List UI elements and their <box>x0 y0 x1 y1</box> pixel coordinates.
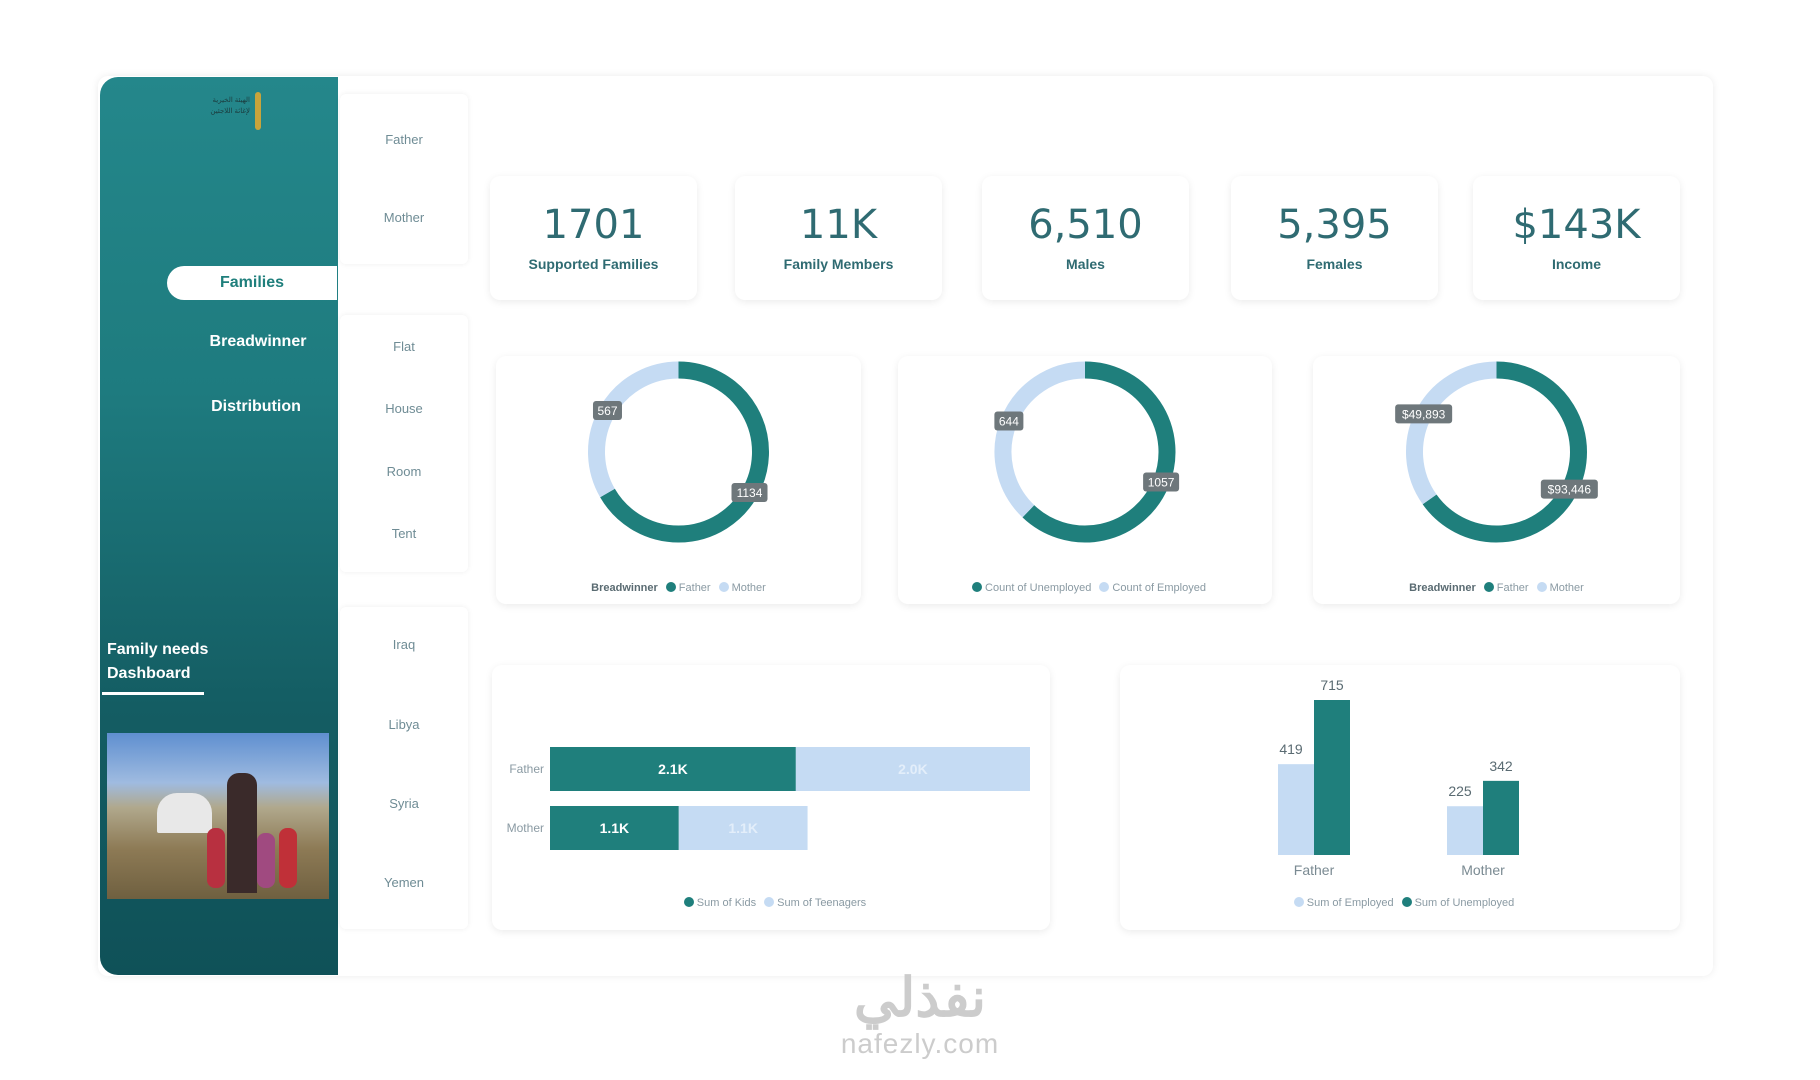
kpi-card: $143K Income <box>1473 176 1680 300</box>
kpi-card: 11K Family Members <box>735 176 942 300</box>
donut-chart: $93,446 $49,893 <box>1395 361 1598 543</box>
family-photo <box>107 733 329 899</box>
filter-tent[interactable]: Tent <box>391 526 417 541</box>
svg-text:644: 644 <box>999 414 1019 428</box>
filter-yemen[interactable]: Yemen <box>384 875 424 890</box>
donut-card: 1134 567 Breadwinner Father Mother <box>496 356 861 604</box>
svg-text:1057: 1057 <box>1148 476 1175 490</box>
column-sum-of-employed[interactable] <box>1278 764 1314 855</box>
bar-data-label: 2.0K <box>898 761 928 777</box>
bar-sum-of-teenagers[interactable] <box>795 747 1030 791</box>
bar-data-label: 2.1K <box>658 761 688 777</box>
kpi-value: 1701 <box>542 202 645 248</box>
category-label: Mother <box>507 821 544 835</box>
filter-house[interactable]: House <box>385 401 423 416</box>
vbar-legend: Sum of Employed Sum of Unemployed <box>1120 897 1680 909</box>
bar-data-label: 1.1K <box>600 820 630 836</box>
donut-slice-0[interactable] <box>1422 361 1587 543</box>
housing-filter: Flat House Room Tent <box>340 315 468 572</box>
kpi-label: Females <box>1306 256 1363 272</box>
kpi-value: 5,395 <box>1277 202 1392 248</box>
column-data-label: 342 <box>1489 758 1513 774</box>
kpi-value: 11K <box>799 202 878 248</box>
donut-legend: Count of Unemployed Count of Employed <box>898 582 1272 594</box>
logo-figure-icon <box>255 92 261 130</box>
kpi-card: 1701 Supported Families <box>490 176 697 300</box>
kpi-label: Males <box>1066 256 1105 272</box>
donut-slice-1[interactable] <box>588 361 679 498</box>
column-sum-of-unemployed[interactable] <box>1314 700 1350 855</box>
filter-father[interactable]: Father <box>385 132 423 147</box>
nav-breadwinner[interactable]: Breadwinner <box>209 333 307 350</box>
breadwinner-filter: Father Mother <box>340 94 468 264</box>
column-sum-of-employed[interactable] <box>1447 806 1483 855</box>
title-underline <box>102 692 204 695</box>
vbar-svg: 419 715 Father 225 342 Mother <box>1278 677 1519 878</box>
kpi-card: 5,395 Females <box>1231 176 1438 300</box>
donut-slice-1[interactable] <box>1406 361 1497 505</box>
logo: الهيئة الخيرية لإغاثة اللاجئين <box>170 90 270 134</box>
kpi-label: Family Members <box>783 256 894 272</box>
donut-data-label: $93,446 <box>1540 479 1598 499</box>
hbar-legend: Sum of Kids Sum of Teenagers <box>492 897 1050 909</box>
donut-card: 1057 644 Count of Unemployed Count of Emplo… <box>898 356 1272 604</box>
filter-libya[interactable]: Libya <box>388 717 420 732</box>
donut-card: $93,446 $49,893 Breadwinner Father Mother <box>1313 356 1680 604</box>
hbar-svg: Father 2.1K 2.0K Mother 1.1K 1.1K <box>507 747 1030 850</box>
svg-text:567: 567 <box>597 404 617 418</box>
nav-families[interactable]: Families <box>167 266 337 300</box>
kpi-value: $143K <box>1512 202 1641 248</box>
employment-column-chart: 419 715 Father 225 342 Mother Sum of Employed… <box>1120 665 1680 930</box>
filter-flat[interactable]: Flat <box>393 339 415 354</box>
column-data-label: 419 <box>1279 741 1303 757</box>
svg-text:1134: 1134 <box>737 486 763 500</box>
filter-mother[interactable]: Mother <box>383 210 425 225</box>
donut-legend: Breadwinner Father Mother <box>591 582 766 594</box>
country-filter: Iraq Libya Syria Yemen <box>340 607 468 929</box>
column-data-label: 715 <box>1320 677 1344 693</box>
dashboard-title: Family needs Dashboard <box>107 641 209 682</box>
filter-iraq[interactable]: Iraq <box>392 637 416 652</box>
filter-room[interactable]: Room <box>386 464 422 479</box>
kids-teenagers-bar-chart: Father 2.1K 2.0K Mother 1.1K 1.1K Sum of Kids… <box>492 665 1050 930</box>
donut-chart: 1057 644 <box>994 361 1180 543</box>
kpi-value: 6,510 <box>1028 202 1143 248</box>
kpi-card: 6,510 Males <box>982 176 1189 300</box>
svg-text:$49,893: $49,893 <box>1402 407 1446 421</box>
column-sum-of-unemployed[interactable] <box>1483 780 1519 855</box>
donut-data-label: 567 <box>592 401 622 420</box>
donut-data-label: 644 <box>994 411 1024 431</box>
filter-syria[interactable]: Syria <box>389 796 419 811</box>
bar-sum-of-kids[interactable] <box>550 806 679 850</box>
donut-data-label: 1057 <box>1143 472 1180 492</box>
donut-slice-0[interactable] <box>1022 361 1176 543</box>
donut-data-label: 1134 <box>731 483 768 502</box>
donut-slice-1[interactable] <box>994 361 1086 518</box>
bar-data-label: 1.1K <box>728 820 758 836</box>
donut-legend: Breadwinner Father Mother <box>1409 582 1584 594</box>
bar-sum-of-teenagers[interactable] <box>678 806 808 850</box>
donut-data-label: $49,893 <box>1395 404 1453 424</box>
svg-text:$93,446: $93,446 <box>1548 483 1592 497</box>
nav-distribution[interactable]: Distribution <box>211 398 301 415</box>
column-data-label: 225 <box>1448 783 1472 799</box>
category-label: Father <box>1294 862 1335 878</box>
category-label: Father <box>509 762 544 776</box>
category-label: Mother <box>1461 862 1505 878</box>
donut-chart: 1134 567 <box>588 361 769 543</box>
kpi-label: Income <box>1551 256 1601 272</box>
watermark: نفذلي nafezly.com <box>840 968 1000 1059</box>
kpi-label: Supported Families <box>528 256 659 272</box>
bar-sum-of-kids[interactable] <box>550 747 796 791</box>
